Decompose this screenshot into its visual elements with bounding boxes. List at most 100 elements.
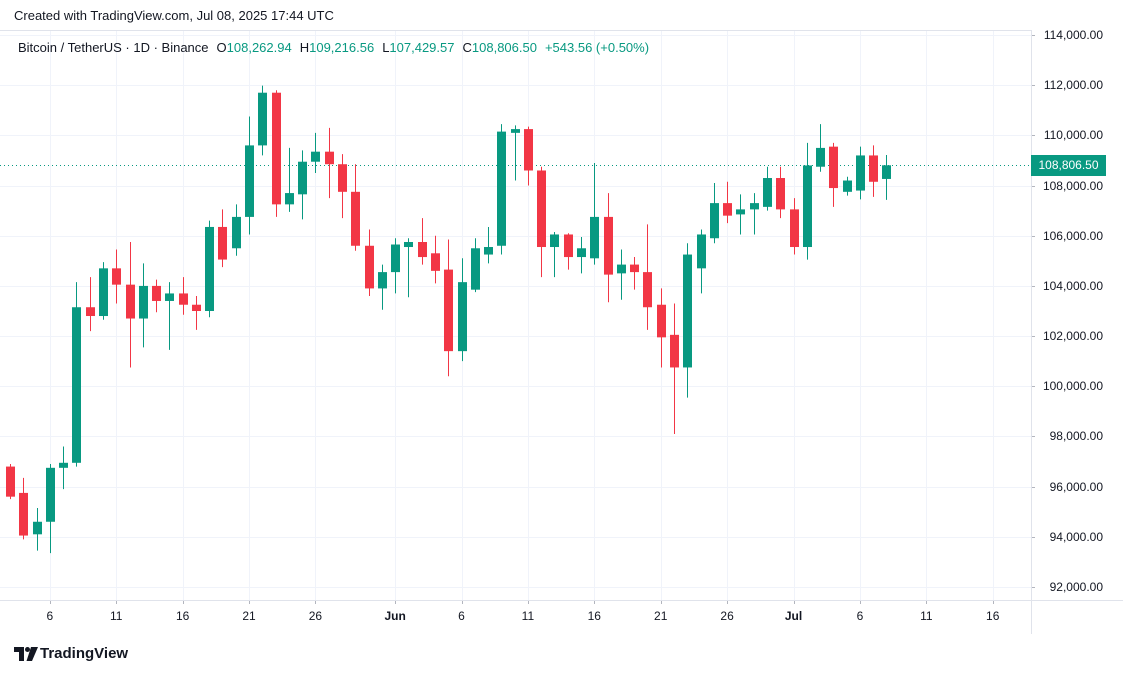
candle-up[interactable] bbox=[378, 272, 387, 289]
candle-up[interactable] bbox=[311, 151, 320, 162]
candle-up[interactable] bbox=[245, 145, 254, 217]
candle-up[interactable] bbox=[550, 234, 559, 248]
candle-down[interactable] bbox=[657, 304, 666, 338]
candle-down[interactable] bbox=[272, 92, 281, 205]
price-axis-label: 98,000.00 bbox=[1049, 429, 1103, 444]
candle-up[interactable] bbox=[72, 307, 81, 463]
price-axis-label: 100,000.00 bbox=[1042, 379, 1103, 394]
candle-up[interactable] bbox=[33, 521, 42, 535]
candle-up[interactable] bbox=[816, 147, 825, 167]
candle-down[interactable] bbox=[19, 492, 28, 536]
ohlc-high: H109,216.56 bbox=[299, 40, 375, 55]
footer-bar: TradingView bbox=[0, 634, 1123, 674]
candle-up[interactable] bbox=[617, 264, 626, 274]
symbol-legend[interactable]: Bitcoin / TetherUS · 1D · Binance O108,26… bbox=[18, 40, 649, 55]
candle-up[interactable] bbox=[391, 244, 400, 273]
candle-down[interactable] bbox=[869, 155, 878, 182]
candle-down[interactable] bbox=[338, 164, 347, 192]
candle-up[interactable] bbox=[683, 254, 692, 368]
attribution-text: Created with TradingView.com, Jul 08, 20… bbox=[14, 8, 334, 23]
candle-up[interactable] bbox=[258, 92, 267, 146]
candle-up[interactable] bbox=[458, 282, 467, 352]
time-axis-label: 26 bbox=[720, 609, 734, 623]
current-price-badge: 108,806.50 bbox=[1031, 154, 1106, 176]
candle-down[interactable] bbox=[604, 216, 613, 275]
candle-up[interactable] bbox=[750, 203, 759, 210]
candle-up[interactable] bbox=[59, 462, 68, 468]
candle-up[interactable] bbox=[710, 203, 719, 239]
candle-down[interactable] bbox=[524, 129, 533, 171]
time-axis-label: 11 bbox=[110, 609, 123, 623]
candle-up[interactable] bbox=[205, 226, 214, 311]
candle-up[interactable] bbox=[882, 165, 891, 179]
price-axis[interactable] bbox=[1031, 30, 1123, 600]
time-axis[interactable] bbox=[0, 600, 1031, 634]
candle-up[interactable] bbox=[285, 193, 294, 205]
candle-up[interactable] bbox=[497, 131, 506, 246]
time-axis-label: 6 bbox=[46, 609, 54, 623]
time-axis-label: 21 bbox=[242, 609, 256, 623]
candle-down[interactable] bbox=[444, 269, 453, 352]
candle-down[interactable] bbox=[670, 334, 679, 368]
candle-down[interactable] bbox=[564, 234, 573, 258]
candle-up[interactable] bbox=[404, 242, 413, 248]
candle-down[interactable] bbox=[643, 272, 652, 308]
price-axis-label: 96,000.00 bbox=[1049, 479, 1103, 494]
price-axis-label: 102,000.00 bbox=[1042, 329, 1103, 344]
price-axis-label: 112,000.00 bbox=[1043, 78, 1103, 93]
candle-down[interactable] bbox=[86, 307, 95, 317]
candle-up[interactable] bbox=[856, 155, 865, 191]
candle-up[interactable] bbox=[165, 293, 174, 301]
candle-down[interactable] bbox=[365, 245, 374, 289]
candle-up[interactable] bbox=[577, 248, 586, 258]
candle-up[interactable] bbox=[736, 209, 745, 215]
candle-up[interactable] bbox=[298, 161, 307, 195]
candle-down[interactable] bbox=[776, 178, 785, 210]
time-axis-label: Jul bbox=[784, 609, 803, 623]
candle-up[interactable] bbox=[803, 165, 812, 248]
time-axis-label: 11 bbox=[920, 609, 933, 623]
candle-up[interactable] bbox=[139, 285, 148, 319]
candle-up[interactable] bbox=[590, 216, 599, 259]
tradingview-logo-icon[interactable] bbox=[14, 646, 38, 662]
candle-down[interactable] bbox=[325, 151, 334, 165]
candle-down[interactable] bbox=[218, 226, 227, 260]
candle-up[interactable] bbox=[763, 178, 772, 207]
price-axis-label: 110,000.00 bbox=[1043, 128, 1103, 143]
candle-up[interactable] bbox=[46, 467, 55, 522]
candle-down[interactable] bbox=[537, 170, 546, 248]
ohlc-close: C108,806.50 bbox=[462, 40, 537, 55]
candle-up[interactable] bbox=[697, 234, 706, 269]
symbol-title[interactable]: Bitcoin / TetherUS · 1D · Binance bbox=[18, 40, 209, 55]
candle-up[interactable] bbox=[232, 216, 241, 249]
candle-up[interactable] bbox=[471, 248, 480, 290]
candle-down[interactable] bbox=[126, 284, 135, 319]
candle-down[interactable] bbox=[723, 203, 732, 216]
ohlc-low: L107,429.57 bbox=[382, 40, 455, 55]
time-axis-label: 26 bbox=[308, 609, 323, 623]
candle-down[interactable] bbox=[192, 304, 201, 311]
price-axis-label: 106,000.00 bbox=[1042, 228, 1103, 243]
candle-down[interactable] bbox=[418, 242, 427, 258]
candle-down[interactable] bbox=[431, 253, 440, 271]
time-axis-label: 16 bbox=[587, 609, 601, 623]
candle-up[interactable] bbox=[511, 129, 520, 133]
candle-down[interactable] bbox=[112, 268, 121, 285]
time-axis-label: 6 bbox=[856, 609, 864, 623]
candle-down[interactable] bbox=[790, 209, 799, 248]
change-value: +543.56 (+0.50%) bbox=[544, 40, 650, 55]
candle-down[interactable] bbox=[152, 285, 161, 301]
candle-down[interactable] bbox=[829, 146, 838, 189]
candle-up[interactable] bbox=[484, 247, 493, 255]
candle-down[interactable] bbox=[179, 293, 188, 305]
candle-down[interactable] bbox=[351, 191, 360, 246]
footer-brand[interactable]: TradingView bbox=[40, 645, 129, 662]
time-axis-label: 11 bbox=[521, 609, 535, 623]
candle-up[interactable] bbox=[99, 268, 108, 317]
price-axis-label: 114,000.00 bbox=[1043, 28, 1103, 42]
price-axis-label: 108,000.00 bbox=[1042, 178, 1103, 193]
candle-down[interactable] bbox=[6, 466, 15, 497]
candle-down[interactable] bbox=[630, 264, 639, 273]
candle-up[interactable] bbox=[843, 180, 852, 192]
